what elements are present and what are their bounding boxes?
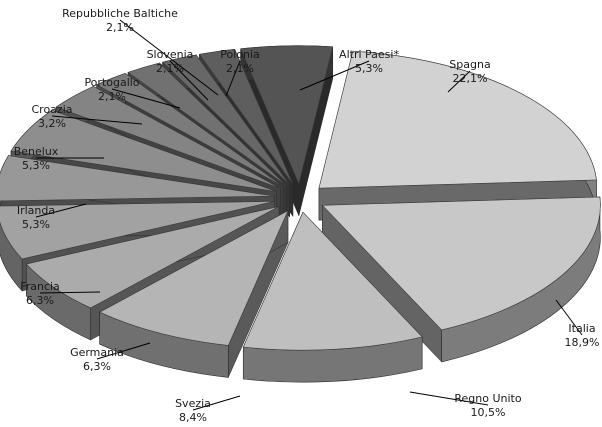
- pie-slice-top: [161, 54, 290, 186]
- leader-line-slovenia: [169, 60, 209, 101]
- slice-label-slovenia: Slovenia 2,1%: [147, 48, 194, 75]
- slice-name: Spagna: [449, 58, 490, 71]
- leader-lines: [35, 19, 583, 411]
- leader-line-italia: [555, 299, 583, 336]
- pie-slice-top: [318, 50, 597, 189]
- leader-line-altri-paesi: [299, 60, 370, 91]
- slice-label-portogallo: Portogallo 2,1%: [84, 76, 139, 103]
- slice-name: Benelux: [14, 145, 59, 158]
- slice-name: Italia: [568, 322, 595, 335]
- leader-line-regno-unito: [409, 391, 489, 406]
- pie-slice-top: [25, 206, 280, 309]
- slice-name: Repubbliche Baltiche: [62, 7, 178, 20]
- slice-label-irlanda: Irlanda 5,3%: [17, 204, 55, 231]
- pie-slice-top: [55, 86, 281, 189]
- leader-line-svezia: [192, 395, 241, 411]
- slice-name: Regno Unito: [454, 392, 521, 405]
- pie-slice-top: [240, 45, 334, 185]
- pie-slice-svezia: [98, 210, 289, 378]
- slice-label-croazia: Croazia 3,2%: [31, 103, 72, 130]
- slice-percent: 5,3%: [355, 62, 383, 75]
- slice-percent: 2,1%: [98, 90, 126, 103]
- pie-slice-italia: [321, 196, 601, 363]
- leader-line-spagna: [447, 70, 471, 93]
- slice-name: Francia: [20, 280, 60, 293]
- pie-slice-top: [0, 155, 275, 202]
- slice-name: Polonia: [220, 48, 260, 61]
- pie-slice-top: [95, 73, 284, 188]
- slice-label-repubbliche-baltiche: Repubbliche Baltiche 2,1%: [62, 7, 178, 34]
- slice-label-polonia: Polonia 2,1%: [220, 48, 260, 75]
- slice-name: Germania: [70, 346, 124, 359]
- slice-percent: 22,1%: [453, 72, 488, 85]
- slice-name: Portogallo: [84, 76, 139, 89]
- slice-label-italia: Italia 18,9%: [565, 322, 600, 349]
- slice-labels: Spagna 22,1% Italia 18,9% Regno Unito 10,5% Sv…: [14, 7, 600, 424]
- leader-line-polonia: [225, 60, 241, 97]
- pie-slice-top: [321, 196, 601, 331]
- pie-slice-top: [198, 48, 294, 185]
- slice-percent: 6,3%: [83, 360, 111, 373]
- pie-slice-regno-unito: [242, 211, 423, 383]
- slice-label-germania: Germania 6,3%: [70, 346, 124, 373]
- leader-line-croazia: [51, 115, 143, 125]
- slice-name: Altri Paesi*: [339, 48, 399, 61]
- slice-label-regno-unito: Regno Unito 10,5%: [454, 392, 521, 419]
- pie-slice-top: [0, 200, 275, 260]
- pie-slice-top: [98, 210, 289, 346]
- slice-name: Slovenia: [147, 48, 194, 61]
- pie-slice-top: [242, 211, 423, 351]
- leader-line-irlanda: [35, 203, 87, 218]
- pie-slice-top: [10, 109, 277, 192]
- slice-percent: 5,3%: [22, 218, 50, 231]
- slice-percent: 2,1%: [156, 62, 184, 75]
- leader-line-francia: [39, 291, 101, 294]
- leader-line-repubbliche-baltiche: [119, 19, 219, 96]
- slice-percent: 3,2%: [38, 117, 66, 130]
- slice-percent: 6,3%: [26, 294, 54, 307]
- slice-percent: 18,9%: [565, 336, 600, 349]
- slice-percent: 2,1%: [106, 21, 134, 34]
- pie-slice-top: [127, 62, 287, 186]
- slice-label-altri-paesi: Altri Paesi* 5,3%: [339, 48, 399, 75]
- slice-percent: 8,4%: [179, 411, 207, 424]
- slice-name: Croazia: [31, 103, 72, 116]
- slice-percent: 2,1%: [226, 62, 254, 75]
- leader-line-germania: [96, 342, 151, 360]
- slice-percent: 10,5%: [471, 406, 506, 419]
- slice-name: Svezia: [175, 397, 211, 410]
- slice-label-francia: Francia 6,3%: [20, 280, 60, 307]
- slice-label-benelux: Benelux 5,3%: [14, 145, 59, 172]
- slice-label-svezia: Svezia 8,4%: [175, 397, 211, 424]
- slice-name: Irlanda: [17, 204, 55, 217]
- slice-label-spagna: Spagna 22,1%: [449, 58, 490, 85]
- leader-line-portogallo: [111, 88, 181, 109]
- slice-percent: 5,3%: [22, 159, 50, 172]
- pie-slices: [0, 45, 601, 383]
